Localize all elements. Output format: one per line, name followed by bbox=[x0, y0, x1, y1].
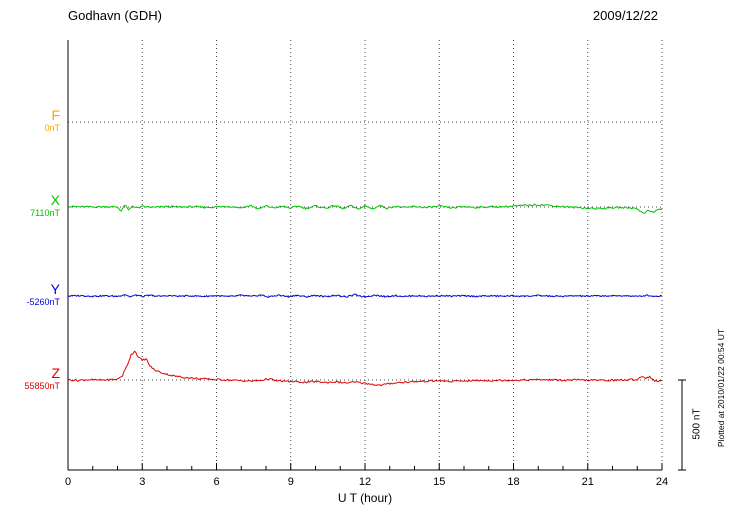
x-tick-label-0: 0 bbox=[65, 476, 71, 488]
channel-offset-z: 55850nT bbox=[24, 381, 60, 391]
x-tick-label-9: 9 bbox=[288, 476, 294, 488]
channel-name-y: Y bbox=[50, 281, 60, 297]
channel-offset-y: -5260nT bbox=[26, 297, 60, 307]
trace-y bbox=[67, 293, 663, 298]
channel-offset-x: 7110nT bbox=[30, 208, 60, 218]
trace-z bbox=[67, 350, 663, 387]
x-tick-label-12: 12 bbox=[359, 476, 371, 488]
station-title: Godhavn (GDH) bbox=[68, 8, 162, 23]
channel-label-x: X 7110nT bbox=[30, 193, 60, 218]
channel-label-f: F 0nT bbox=[44, 108, 60, 133]
channel-offset-f: 0nT bbox=[44, 123, 60, 133]
x-tick-label-3: 3 bbox=[139, 476, 145, 488]
x-tick-label-24: 24 bbox=[656, 476, 668, 488]
scale-bar-label: 500 nT bbox=[691, 408, 703, 440]
trace-x bbox=[68, 203, 663, 214]
channel-name-z: Z bbox=[51, 365, 60, 381]
x-axis-label: U T (hour) bbox=[337, 491, 393, 505]
channel-label-y: Y -5260nT bbox=[26, 282, 60, 307]
channel-name-f: F bbox=[51, 107, 60, 123]
date-label: 2009/12/22 bbox=[592, 8, 658, 23]
x-tick-label-18: 18 bbox=[507, 476, 519, 488]
x-tick-label-6: 6 bbox=[213, 476, 219, 488]
plotted-at-note: Plotted at 2010/01/22 00:54 UT bbox=[716, 328, 726, 448]
x-tick-label-15: 15 bbox=[433, 476, 445, 488]
x-tick-label-21: 21 bbox=[582, 476, 594, 488]
channel-name-x: X bbox=[50, 192, 60, 208]
channel-label-z: Z 55850nT bbox=[24, 366, 60, 391]
